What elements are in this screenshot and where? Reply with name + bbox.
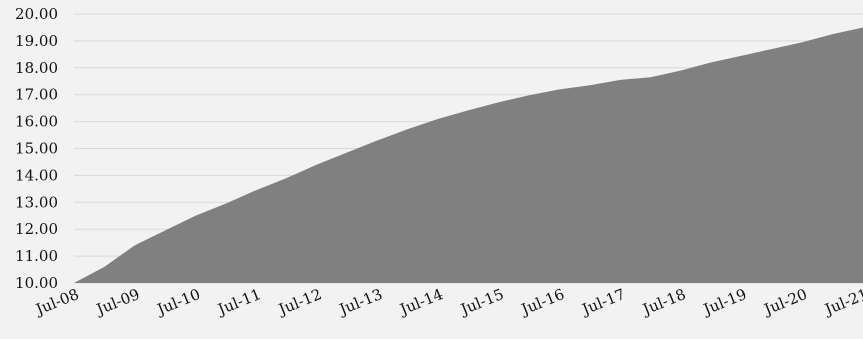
y-tick-label: 14.00 — [15, 166, 58, 184]
x-tick-label: Jul-14 — [396, 285, 446, 319]
plot-area — [74, 27, 863, 284]
y-tick-label: 10.00 — [15, 274, 58, 292]
x-tick-label: Jul-17 — [578, 285, 628, 319]
y-tick-label: 18.00 — [15, 59, 58, 77]
y-tick-label: 12.00 — [15, 220, 58, 238]
y-axis: 10.00 11.00 12.00 13.00 14.00 15.00 16.00 17.00… — [15, 5, 58, 292]
x-tick-label: Jul-16 — [517, 285, 567, 319]
x-axis: Jul-08 Jul-09 Jul-10 Jul-11 Jul-12 Jul-13 Jul-… — [32, 285, 863, 319]
y-tick-label: 15.00 — [15, 140, 58, 158]
x-tick-label: Jul-15 — [456, 285, 506, 319]
x-tick-label: Jul-18 — [638, 285, 688, 319]
x-tick-label: Jul-19 — [699, 285, 749, 319]
y-tick-label: 13.00 — [15, 193, 58, 211]
y-tick-label: 16.00 — [15, 113, 58, 131]
x-tick-label: Jul-20 — [760, 285, 810, 319]
x-tick-label: Jul-10 — [153, 285, 203, 319]
x-tick-label: Jul-09 — [92, 285, 142, 319]
y-tick-label: 20.00 — [15, 5, 58, 23]
x-tick-label: Jul-13 — [335, 285, 385, 319]
y-tick-label: 11.00 — [15, 247, 58, 265]
x-tick-label: Jul-11 — [214, 285, 264, 319]
x-tick-label: Jul-21 — [821, 285, 863, 319]
area-series — [74, 27, 863, 284]
y-tick-label: 19.00 — [15, 32, 58, 50]
x-tick-label: Jul-12 — [274, 285, 324, 319]
y-tick-label: 17.00 — [15, 86, 58, 104]
